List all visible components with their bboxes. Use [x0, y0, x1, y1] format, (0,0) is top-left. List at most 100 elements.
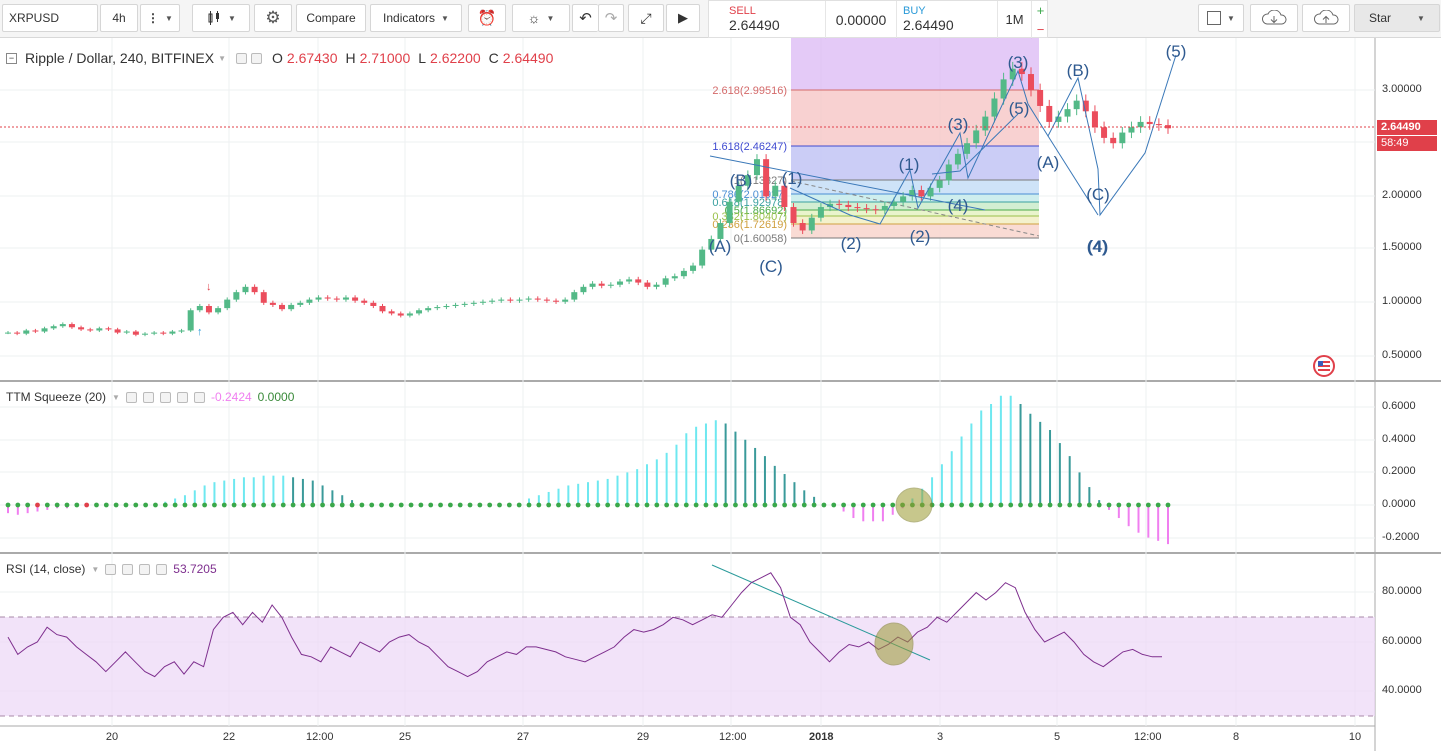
squeeze-dot — [536, 502, 542, 508]
symbol-search[interactable]: XRPUSD — [2, 4, 98, 32]
candle — [123, 329, 130, 335]
candle — [68, 322, 75, 329]
chart-canvas[interactable]: 2.618(2.99516)1.618(2.46247)1(2.13327)0.… — [0, 38, 1441, 751]
source-icon[interactable] — [159, 391, 171, 403]
candle — [571, 289, 578, 302]
settings-small-icon[interactable] — [122, 563, 134, 575]
legend-menu-chevron-icon[interactable]: ▼ — [218, 53, 226, 63]
elliott-wave-label[interactable]: (B) — [1067, 61, 1090, 80]
elliott-wave-drawings[interactable] — [709, 54, 1177, 225]
squeeze-dot — [457, 502, 463, 508]
close-icon[interactable] — [193, 391, 205, 403]
squeeze-highlight[interactable] — [895, 487, 933, 523]
squeeze-dot — [870, 502, 876, 508]
close-icon[interactable] — [156, 563, 168, 575]
elliott-wave-label[interactable]: (4) — [1087, 237, 1108, 256]
squeeze-dot — [939, 502, 945, 508]
redo-button[interactable]: ↷ — [598, 4, 624, 32]
star-button[interactable]: Star ▼ — [1354, 4, 1440, 32]
elliott-wave-label[interactable]: (1) — [782, 169, 803, 188]
replay-button[interactable]: ▶ — [666, 4, 700, 32]
interval-button[interactable]: 4h — [100, 4, 138, 32]
rsi-menu-chevron-icon[interactable]: ▼ — [91, 564, 100, 574]
us-flag-icon[interactable] — [1313, 355, 1335, 377]
squeeze-dot — [644, 502, 650, 508]
ttm-menu-chevron-icon[interactable]: ▼ — [112, 392, 120, 402]
candle — [251, 284, 258, 295]
squeeze-dot — [428, 502, 434, 508]
candle — [635, 276, 642, 286]
alert-button[interactable]: ⏰ — [468, 4, 506, 32]
minus-button[interactable]: − — [1031, 20, 1049, 39]
price-tick: 3.00000 — [1382, 83, 1422, 95]
fullscreen-button[interactable]: ⤢ — [628, 4, 664, 32]
chart-style-button[interactable]: ▼ — [192, 4, 250, 32]
squeeze-dot — [25, 502, 31, 508]
squeeze-dot — [1106, 502, 1112, 508]
settings-small-icon[interactable] — [251, 52, 262, 64]
load-layout-button[interactable] — [1250, 4, 1298, 32]
elliott-wave-label[interactable]: (3) — [1008, 53, 1029, 72]
elliott-wave-label[interactable]: (C) — [759, 257, 783, 276]
chevron-down-icon: ▼ — [441, 13, 449, 23]
candle — [14, 331, 21, 336]
fib-retracement[interactable]: 2.618(2.99516)1.618(2.46247)1(2.13327)0.… — [712, 38, 1040, 245]
buy-button[interactable]: BUY 2.64490 — [897, 1, 997, 39]
elliott-wave-label[interactable]: (A) — [709, 237, 732, 256]
rsi-title[interactable]: RSI (14, close) — [6, 562, 86, 576]
elliott-wave-label[interactable]: (5) — [1166, 42, 1187, 61]
candle — [242, 284, 249, 295]
plus-button[interactable]: + — [1031, 1, 1049, 20]
elliott-wave-label[interactable]: (2) — [910, 227, 931, 246]
layout-button[interactable]: ▼ — [1198, 4, 1244, 32]
indicators-button[interactable]: Indicators ▼ — [370, 4, 462, 32]
alarm-clock-icon: ⏰ — [477, 10, 497, 27]
candle — [215, 306, 222, 315]
elliott-wave-label[interactable]: (4) — [948, 196, 969, 215]
range-button[interactable]: 1M — [997, 1, 1031, 39]
cloud-download-icon — [1261, 10, 1287, 25]
eye-icon[interactable] — [125, 391, 137, 403]
candle — [1037, 83, 1044, 113]
play-icon: ▶ — [678, 10, 688, 25]
squeeze-dot — [624, 502, 630, 508]
time-tick: 2018 — [809, 731, 834, 743]
elliott-wave-label[interactable]: (4) — [1088, 237, 1109, 256]
squeeze-dot — [1018, 502, 1023, 508]
add-icon[interactable] — [176, 391, 188, 403]
candle — [452, 302, 459, 309]
save-layout-button[interactable] — [1302, 4, 1350, 32]
ttm-tick: 0.2000 — [1382, 465, 1416, 477]
squeeze-dot — [15, 502, 21, 508]
elliott-wave-label[interactable]: (A) — [1037, 153, 1060, 172]
elliott-wave-label[interactable]: (B) — [730, 171, 753, 190]
settings-button[interactable]: ⚙ — [254, 4, 292, 32]
settings-small-icon[interactable] — [142, 391, 154, 403]
symbol-title[interactable]: Ripple / Dollar, 240, BITFINEX — [25, 50, 215, 66]
elliott-wave-label[interactable]: (1) — [899, 155, 920, 174]
eye-icon[interactable] — [105, 563, 117, 575]
squeeze-dot — [330, 502, 335, 508]
interval-menu-button[interactable]: ⋮ ▼ — [140, 4, 180, 32]
candle — [470, 300, 477, 306]
rsi-divergence-highlight[interactable] — [874, 622, 914, 666]
undo-button[interactable]: ↶ — [572, 4, 598, 32]
collapse-icon[interactable]: − — [6, 52, 17, 64]
squeeze-dot — [565, 502, 571, 508]
ttm-title[interactable]: TTM Squeeze (20) — [6, 390, 107, 404]
squeeze-dot — [526, 502, 532, 508]
elliott-wave-label[interactable]: (2) — [841, 234, 862, 253]
fib-level-label: 2.618(2.99516) — [712, 85, 787, 97]
elliott-wave-label[interactable]: (5) — [1009, 99, 1030, 118]
sell-button[interactable]: SELL 2.64490 — [709, 1, 825, 39]
candle — [279, 302, 286, 312]
chart-area[interactable]: 2.618(2.99516) 1.618(2.46247) 1(2.13327) 0.… — [0, 38, 1441, 751]
ideas-button[interactable]: ☼ ▼ — [512, 4, 570, 32]
elliott-wave-label[interactable]: (3) — [948, 115, 969, 134]
compare-button[interactable]: Compare — [296, 4, 366, 32]
cloud-upload-icon — [1313, 10, 1339, 25]
elliott-wave-label[interactable]: (C) — [1086, 185, 1110, 204]
eye-icon[interactable] — [236, 52, 247, 64]
candles-layer — [5, 61, 1171, 337]
add-icon[interactable] — [139, 563, 151, 575]
